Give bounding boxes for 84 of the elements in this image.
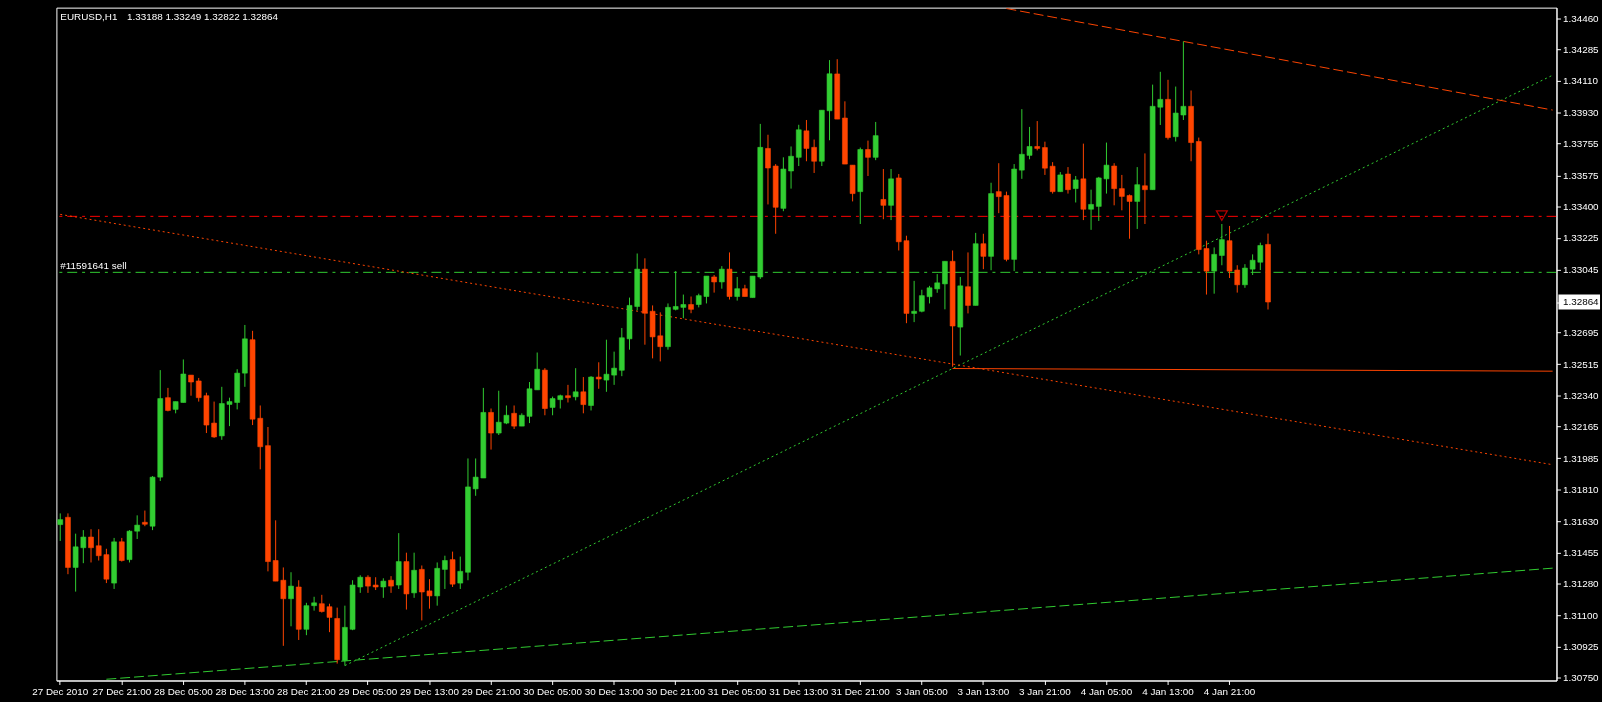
y-tick-label: 1.33225	[1562, 232, 1600, 244]
candlestick	[380, 577, 387, 599]
y-tick-label: 1.31455	[1562, 546, 1600, 558]
candlestick	[395, 532, 402, 590]
y-tick-label: 1.31100	[1562, 610, 1599, 622]
candlestick	[1065, 166, 1071, 195]
y-tick-label: 1.34460	[1562, 12, 1600, 24]
x-tick-label: 27 Dec 21:00	[92, 685, 152, 697]
y-tick-label: 1.32165	[1562, 420, 1600, 432]
x-tick-label: 28 Dec 05:00	[153, 685, 214, 697]
candlestick	[188, 374, 194, 397]
x-tick-label: 31 Dec 21:00	[830, 685, 891, 697]
candlestick	[288, 571, 294, 627]
candlestick	[1034, 120, 1040, 151]
x-tick-label: 31 Dec 05:00	[707, 685, 768, 697]
x-tick-label: 4 Jan 05:00	[1080, 685, 1133, 697]
y-tick-label: 1.32340	[1562, 389, 1600, 401]
candlestick	[1134, 166, 1140, 230]
x-tick-label: 30 Dec 05:00	[523, 685, 583, 697]
x-tick-label: 28 Dec 21:00	[277, 685, 337, 697]
y-tick-label: 1.32695	[1562, 326, 1600, 338]
x-tick-label: 29 Dec 05:00	[338, 685, 398, 697]
x-tick-label: 3 Jan 13:00	[957, 685, 1010, 697]
x-tick-label: 4 Jan 21:00	[1203, 685, 1256, 697]
candlestick	[457, 556, 464, 590]
x-tick-label: 3 Jan 21:00	[1019, 685, 1072, 697]
candlestick	[1219, 223, 1225, 266]
y-tick-label: 1.31630	[1562, 515, 1600, 527]
x-tick-label: 30 Dec 13:00	[584, 685, 644, 697]
x-tick-label: 31 Dec 13:00	[769, 685, 829, 697]
y-tick-label: 1.31280	[1562, 578, 1600, 590]
x-tick-label: 29 Dec 13:00	[400, 685, 460, 697]
candlestick	[580, 376, 587, 414]
y-tick-label: 1.34110	[1562, 74, 1599, 86]
candlestick	[1072, 175, 1079, 203]
candlestick	[1142, 152, 1148, 225]
candlestick	[734, 276, 740, 302]
chart-subtitle: 1.33188 1.33249 1.32822 1.32864	[127, 10, 279, 22]
ref-line-label: #11591641 sell	[60, 260, 127, 272]
candlestick	[980, 233, 987, 270]
y-tick-label: 1.33755	[1562, 138, 1600, 150]
y-tick-label: 1.30925	[1562, 641, 1600, 653]
candlestick	[911, 280, 917, 323]
y-tick-label: 1.34285	[1562, 43, 1600, 55]
candlestick	[765, 134, 771, 205]
candlestick	[788, 145, 794, 190]
candlestick	[142, 510, 148, 527]
y-tick-label: 1.30750	[1562, 672, 1600, 684]
x-tick-label: 27 Dec 2010	[32, 685, 89, 697]
candlestick	[488, 408, 494, 451]
candlestick	[119, 537, 125, 563]
x-tick-label: 3 Jan 05:00	[896, 685, 949, 697]
candlestick	[595, 361, 602, 390]
candlestick	[865, 140, 871, 177]
candlestick	[511, 404, 517, 430]
candlestick	[572, 367, 579, 401]
candlestick	[365, 574, 371, 594]
y-tick-label: 1.33930	[1562, 106, 1600, 118]
x-tick-label: 4 Jan 13:00	[1142, 685, 1195, 697]
candlestick	[1111, 162, 1117, 206]
y-tick-label: 1.32515	[1562, 358, 1600, 370]
candlestick	[1057, 171, 1064, 193]
candlestick	[880, 168, 887, 220]
candlestick	[965, 251, 971, 314]
chart-title: EURUSD,H1	[60, 10, 118, 22]
candlestick	[88, 528, 94, 563]
candlestick	[57, 512, 64, 542]
y-tick-label: 1.33045	[1562, 264, 1600, 276]
x-tick-label: 28 Dec 13:00	[215, 685, 275, 697]
candlestick	[388, 575, 394, 594]
candlestick	[565, 384, 571, 403]
y-tick-label: 1.33575	[1562, 170, 1600, 182]
y-tick-label: 1.32864	[1562, 296, 1600, 308]
x-tick-label: 30 Dec 21:00	[646, 685, 706, 697]
candlestick	[442, 555, 448, 590]
candlestick	[711, 274, 717, 294]
y-tick-label: 1.31985	[1562, 452, 1600, 464]
candlestick	[688, 296, 694, 314]
y-tick-label: 1.31810	[1562, 483, 1600, 495]
candlestick	[411, 552, 417, 599]
y-tick-label: 1.33400	[1562, 201, 1600, 213]
candlestick	[1088, 189, 1094, 231]
x-tick-label: 29 Dec 21:00	[461, 685, 521, 697]
candlestick	[872, 121, 879, 161]
